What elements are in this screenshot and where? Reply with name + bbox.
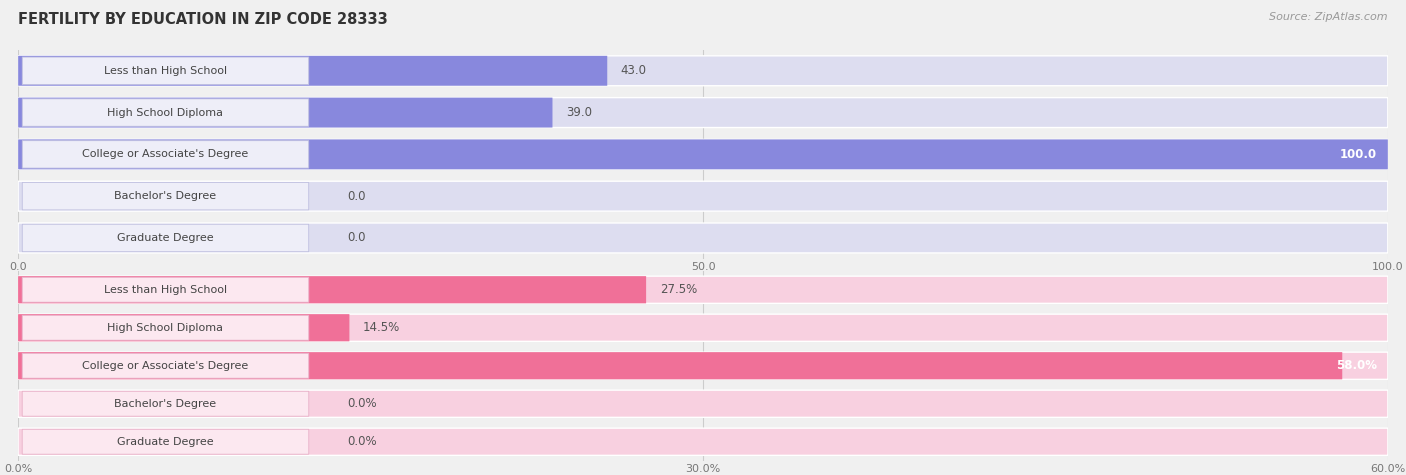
FancyBboxPatch shape	[18, 97, 553, 128]
Text: Less than High School: Less than High School	[104, 66, 226, 76]
Text: Bachelor's Degree: Bachelor's Degree	[114, 191, 217, 201]
Text: 0.0%: 0.0%	[347, 397, 377, 410]
FancyBboxPatch shape	[18, 352, 1343, 380]
FancyBboxPatch shape	[18, 276, 1388, 304]
FancyBboxPatch shape	[22, 391, 309, 416]
FancyBboxPatch shape	[18, 56, 1388, 86]
Text: Source: ZipAtlas.com: Source: ZipAtlas.com	[1270, 12, 1388, 22]
FancyBboxPatch shape	[18, 181, 1388, 211]
Text: 43.0: 43.0	[621, 64, 647, 77]
FancyBboxPatch shape	[22, 315, 309, 340]
Text: College or Associate's Degree: College or Associate's Degree	[83, 149, 249, 160]
Text: High School Diploma: High School Diploma	[107, 323, 224, 333]
Text: 0.0: 0.0	[347, 231, 366, 245]
Text: Less than High School: Less than High School	[104, 285, 226, 295]
Text: 14.5%: 14.5%	[363, 321, 401, 334]
Text: 27.5%: 27.5%	[659, 283, 697, 296]
FancyBboxPatch shape	[22, 224, 309, 252]
FancyBboxPatch shape	[18, 390, 1388, 418]
FancyBboxPatch shape	[22, 353, 309, 378]
FancyBboxPatch shape	[18, 223, 1388, 253]
FancyBboxPatch shape	[18, 428, 1388, 456]
FancyBboxPatch shape	[22, 182, 309, 210]
FancyBboxPatch shape	[18, 352, 1388, 380]
Text: Graduate Degree: Graduate Degree	[117, 233, 214, 243]
Text: 39.0: 39.0	[567, 106, 592, 119]
Text: FERTILITY BY EDUCATION IN ZIP CODE 28333: FERTILITY BY EDUCATION IN ZIP CODE 28333	[18, 12, 388, 27]
FancyBboxPatch shape	[22, 429, 309, 454]
Text: College or Associate's Degree: College or Associate's Degree	[83, 361, 249, 371]
Text: Bachelor's Degree: Bachelor's Degree	[114, 399, 217, 409]
Text: 0.0: 0.0	[347, 190, 366, 203]
FancyBboxPatch shape	[18, 139, 1388, 170]
FancyBboxPatch shape	[22, 57, 309, 85]
FancyBboxPatch shape	[18, 314, 350, 342]
FancyBboxPatch shape	[18, 139, 1388, 170]
FancyBboxPatch shape	[22, 277, 309, 302]
Text: Graduate Degree: Graduate Degree	[117, 437, 214, 447]
Text: 58.0%: 58.0%	[1336, 359, 1376, 372]
FancyBboxPatch shape	[22, 99, 309, 126]
FancyBboxPatch shape	[18, 276, 647, 304]
Text: 100.0: 100.0	[1340, 148, 1376, 161]
Text: High School Diploma: High School Diploma	[107, 107, 224, 118]
FancyBboxPatch shape	[18, 314, 1388, 342]
FancyBboxPatch shape	[22, 141, 309, 168]
FancyBboxPatch shape	[18, 56, 607, 86]
Text: 0.0%: 0.0%	[347, 435, 377, 448]
FancyBboxPatch shape	[18, 97, 1388, 128]
